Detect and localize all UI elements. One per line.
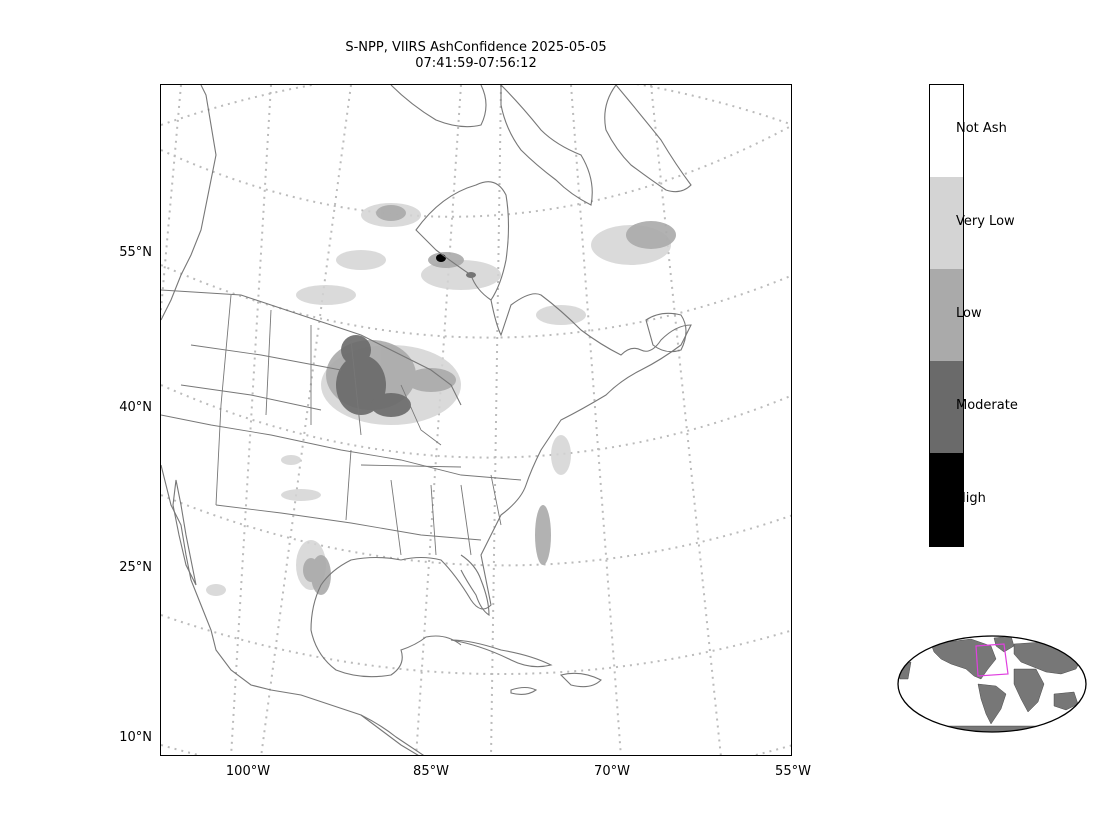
graticule-lon-100 <box>230 85 272 755</box>
inset-domain-highlight <box>975 643 1009 677</box>
graticule-lon-75 <box>570 85 622 755</box>
ash-confidence-field <box>206 203 676 596</box>
graticule-lon-65 <box>650 85 722 755</box>
title-line-2: 07:41:59-07:56:12 <box>415 56 537 71</box>
colorbar-swatch-high <box>930 453 963 546</box>
graticule-lon-115 <box>161 85 182 321</box>
inset-world-map <box>896 634 1088 734</box>
lat-tick-10: 10°N <box>119 730 152 745</box>
lon-tick-55w: 55°W <box>775 764 811 779</box>
graticule-lat-20 <box>161 614 791 676</box>
colorbar-label-very-low: Very Low <box>956 214 1015 229</box>
main-map <box>160 84 792 756</box>
colorbar-label-not-ash: Not Ash <box>956 121 1007 136</box>
lon-tick-70w: 70°W <box>594 764 630 779</box>
inset-map-canvas <box>897 635 1087 733</box>
graticule-lon-85 <box>415 85 462 755</box>
lon-tick-100w: 100°W <box>225 764 271 779</box>
colorbar-swatch-low <box>930 269 963 361</box>
graticule-lat-30 <box>161 494 791 567</box>
colorbar-swatch-not-ash <box>930 85 963 177</box>
graticule-lon-95 <box>260 85 352 755</box>
colorbar <box>929 84 964 547</box>
map-canvas <box>161 85 791 755</box>
title-line-1: S-NPP, VIIRS AshConfidence 2025-05-05 <box>345 40 607 55</box>
graticule <box>161 85 791 755</box>
lat-tick-40: 40°N <box>119 400 152 415</box>
colorbar-swatch-moderate <box>930 361 963 453</box>
graticule-lat-60 <box>161 124 791 218</box>
map-title: S-NPP, VIIRS AshConfidence 2025-05-05 07… <box>276 40 676 72</box>
colorbar-label-moderate: Moderate <box>956 398 1018 413</box>
colorbar-label-low: Low <box>956 306 982 321</box>
graticule-lat-70 <box>161 85 791 126</box>
lon-tick-85w: 85°W <box>413 764 449 779</box>
lat-tick-55: 55°N <box>119 245 152 260</box>
graticule-lon-80 <box>490 85 502 755</box>
inset-globe-outline <box>897 635 1087 733</box>
graticule-lat-10 <box>161 744 791 755</box>
lat-tick-25: 25°N <box>119 560 152 575</box>
coastlines <box>161 85 692 755</box>
colorbar-label-high: High <box>956 491 986 506</box>
colorbar-swatch-very-low <box>930 177 963 269</box>
